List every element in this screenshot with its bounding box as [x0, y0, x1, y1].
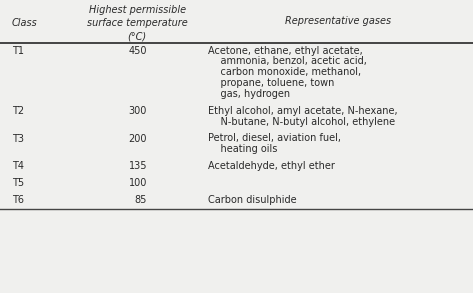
Text: carbon monoxide, methanol,: carbon monoxide, methanol,	[208, 67, 361, 77]
Text: T2: T2	[12, 106, 24, 116]
Text: Class: Class	[12, 18, 37, 28]
Text: Ethyl alcohol, amyl acetate, N-hexane,: Ethyl alcohol, amyl acetate, N-hexane,	[208, 106, 398, 116]
Text: Representative gases: Representative gases	[286, 16, 392, 26]
Text: 450: 450	[129, 45, 147, 56]
Text: gas, hydrogen: gas, hydrogen	[208, 89, 290, 99]
Text: T4: T4	[12, 161, 24, 171]
Text: Acetone, ethane, ethyl acetate,: Acetone, ethane, ethyl acetate,	[208, 45, 363, 56]
Text: ammonia, benzol, acetic acid,: ammonia, benzol, acetic acid,	[208, 56, 367, 67]
Text: Carbon disulphide: Carbon disulphide	[208, 195, 297, 205]
Text: Highest permissible
surface temperature
(°C): Highest permissible surface temperature …	[87, 5, 188, 42]
Text: heating oils: heating oils	[208, 144, 278, 154]
Text: Petrol, diesel, aviation fuel,: Petrol, diesel, aviation fuel,	[208, 134, 341, 144]
Text: T1: T1	[12, 45, 24, 56]
Text: T6: T6	[12, 195, 24, 205]
Text: 85: 85	[135, 195, 147, 205]
Text: 300: 300	[129, 106, 147, 116]
Text: T3: T3	[12, 134, 24, 144]
Text: N-butane, N-butyl alcohol, ethylene: N-butane, N-butyl alcohol, ethylene	[208, 117, 395, 127]
Text: propane, toluene, town: propane, toluene, town	[208, 78, 334, 88]
Text: 200: 200	[129, 134, 147, 144]
Text: T5: T5	[12, 178, 24, 188]
Text: 135: 135	[129, 161, 147, 171]
Text: 100: 100	[129, 178, 147, 188]
Text: Acetaldehyde, ethyl ether: Acetaldehyde, ethyl ether	[208, 161, 335, 171]
